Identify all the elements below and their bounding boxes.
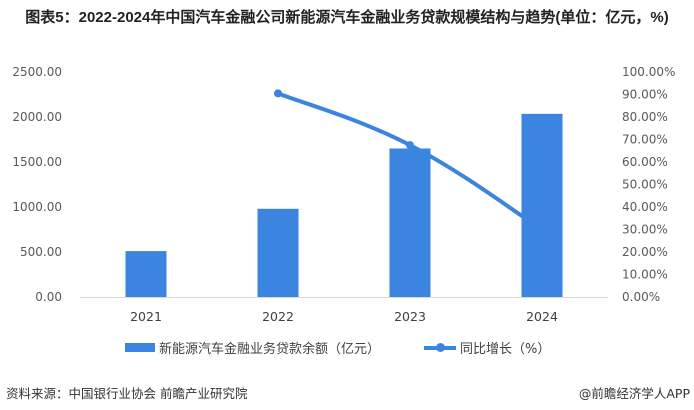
line-marker-icon xyxy=(424,342,457,352)
growth-point[interactable] xyxy=(274,89,282,98)
bar-2022[interactable] xyxy=(257,208,299,297)
right-axis-tick: 0.00% xyxy=(622,290,660,304)
left-axis-tick: 1000.00 xyxy=(12,200,62,214)
right-axis-tick: 20.00% xyxy=(622,245,668,259)
right-axis-tick: 80.00% xyxy=(622,110,668,124)
chart-title: 图表5：2022-2024年中国汽车金融公司新能源汽车金融业务贷款规模结构与趋势… xyxy=(25,9,669,26)
legend-item-line[interactable]: 同比增长（%） xyxy=(424,338,550,357)
bar-2024[interactable] xyxy=(521,113,563,297)
growth-point[interactable] xyxy=(406,141,414,150)
bar-swatch-icon xyxy=(125,343,155,352)
left-axis-tick: 500.00 xyxy=(20,245,62,259)
bar-2023[interactable] xyxy=(389,148,431,298)
right-axis-tick: 100.00% xyxy=(622,65,675,79)
combo-chart: 0.00 500.00 1000.00 1500.00 2000.00 2500.00 0.… xyxy=(12,65,675,324)
right-axis-tick: 90.00% xyxy=(622,88,668,102)
left-axis-tick: 2500.00 xyxy=(12,65,62,79)
right-axis-tick: 30.00% xyxy=(622,223,668,237)
credit-note: @前瞻经济学人APP xyxy=(578,386,690,401)
x-axis-label: 2022 xyxy=(262,309,294,324)
bar-2021[interactable] xyxy=(125,251,167,297)
right-axis-tick: 40.00% xyxy=(622,200,668,214)
right-axis-tick: 10.00% xyxy=(622,268,668,282)
legend-bar-label: 新能源汽车金融业务贷款余额（亿元） xyxy=(159,342,381,357)
right-axis-tick: 70.00% xyxy=(622,133,668,147)
left-axis-tick: 2000.00 xyxy=(12,110,62,124)
x-axis-label: 2023 xyxy=(394,309,426,324)
x-axis-label: 2021 xyxy=(130,309,162,324)
source-note: 资料来源：中国银行业协会 前瞻产业研究院 xyxy=(6,386,248,401)
left-axis-tick: 0.00 xyxy=(35,290,62,304)
legend-item-bar[interactable]: 新能源汽车金融业务贷款余额（亿元） xyxy=(125,338,380,357)
left-axis-tick: 1500.00 xyxy=(12,155,62,169)
legend: 新能源汽车金融业务贷款余额（亿元） 同比增长（%） xyxy=(125,338,594,357)
right-axis-tick: 50.00% xyxy=(622,178,668,192)
x-axis-label: 2024 xyxy=(526,309,558,324)
legend-line-label: 同比增长（%） xyxy=(460,342,551,357)
right-axis-tick: 60.00% xyxy=(622,155,668,169)
